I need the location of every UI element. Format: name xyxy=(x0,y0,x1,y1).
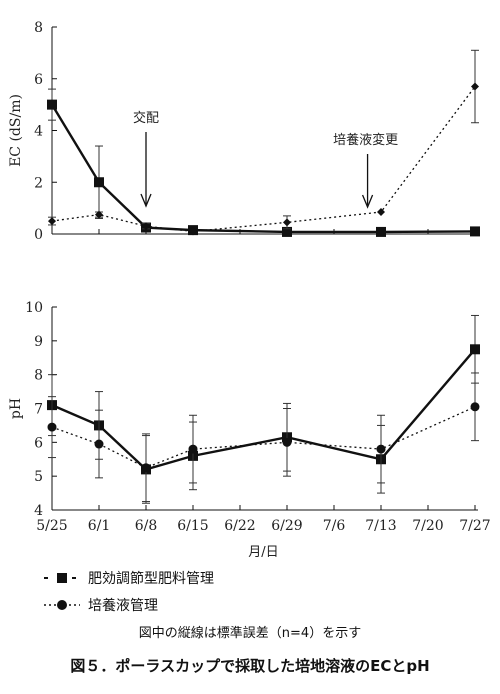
annotation-label: 交配 xyxy=(133,110,159,126)
data-point-square xyxy=(94,177,104,188)
figure-caption: 図５．ポーラスカップで採取した培地溶液のECとpH xyxy=(70,657,430,675)
y-tick-label: 4 xyxy=(34,124,43,140)
x-tick-label: 5/25 xyxy=(36,518,67,534)
legend-marker-circle-dotted xyxy=(44,600,80,610)
y-tick-label: 6 xyxy=(34,435,43,451)
annotation-arrow-head xyxy=(140,193,152,208)
data-point-diamond xyxy=(48,217,56,226)
x-tick-label: 7/13 xyxy=(365,518,396,534)
y-tick-label: 2 xyxy=(34,175,43,191)
x-tick-label: 7/6 xyxy=(323,518,346,534)
data-point-square xyxy=(470,226,480,237)
y-tick-label: 9 xyxy=(34,334,43,350)
series-square xyxy=(47,88,480,237)
series-circle xyxy=(47,372,480,503)
y-tick-label: 6 xyxy=(34,72,43,88)
legend-marker-square-solid xyxy=(44,573,80,583)
data-point-diamond xyxy=(95,210,103,219)
legend-label-fertilizer: 肥効調節型肥料管理 xyxy=(88,571,214,587)
series-line xyxy=(51,406,476,469)
data-point-diamond xyxy=(283,218,291,227)
x-tick-label: 7/20 xyxy=(412,518,443,534)
y-tick-label: 8 xyxy=(34,368,43,384)
x-tick-label: 6/1 xyxy=(88,518,111,534)
legend-item-solution: 培養液管理 xyxy=(42,595,158,615)
annotation-arrow-head xyxy=(361,194,374,209)
data-point-circle xyxy=(94,439,104,449)
y-tick-label: 0 xyxy=(34,227,43,243)
data-point-square xyxy=(282,226,292,237)
x-tick-label: 6/29 xyxy=(271,518,302,534)
series-line xyxy=(51,86,476,233)
data-point-circle xyxy=(470,402,480,412)
y-axis-label: pH xyxy=(8,398,24,419)
data-point-circle xyxy=(282,437,292,447)
footnote: 図中の縦線は標準誤差（n=4）を示す xyxy=(138,626,362,641)
x-tick-label: 6/8 xyxy=(135,518,158,534)
series-line xyxy=(51,348,476,471)
x-tick-label: 6/22 xyxy=(224,518,255,534)
y-tick-label: 10 xyxy=(25,300,43,316)
series-square xyxy=(47,314,480,504)
x-tick-label: 7/27 xyxy=(459,518,490,534)
series-line xyxy=(50,104,476,234)
x-axis-label: 月/日 xyxy=(248,545,278,560)
y-tick-label: 8 xyxy=(34,20,43,36)
data-point-circle xyxy=(376,444,386,454)
legend-label-solution: 培養液管理 xyxy=(88,598,158,614)
data-point-circle xyxy=(188,444,198,454)
data-point-circle xyxy=(141,463,151,473)
data-point-square xyxy=(376,226,386,237)
y-axis-label: EC (dS/m) xyxy=(8,94,24,167)
x-tick-label: 6/15 xyxy=(177,518,208,534)
y-tick-label: 4 xyxy=(34,503,43,519)
data-point-square xyxy=(470,344,480,355)
data-point-diamond xyxy=(189,227,197,236)
data-point-circle xyxy=(47,422,57,432)
y-tick-label: 5 xyxy=(34,469,43,485)
data-point-square xyxy=(47,99,57,110)
y-tick-label: 7 xyxy=(34,402,43,418)
legend-item-fertilizer: 肥効調節型肥料管理 xyxy=(42,568,214,588)
series-diamond xyxy=(48,49,479,236)
annotation-label: 培養液変更 xyxy=(333,132,398,148)
data-point-diamond xyxy=(471,82,479,91)
data-point-diamond xyxy=(377,208,385,217)
data-point-diamond xyxy=(142,222,150,231)
